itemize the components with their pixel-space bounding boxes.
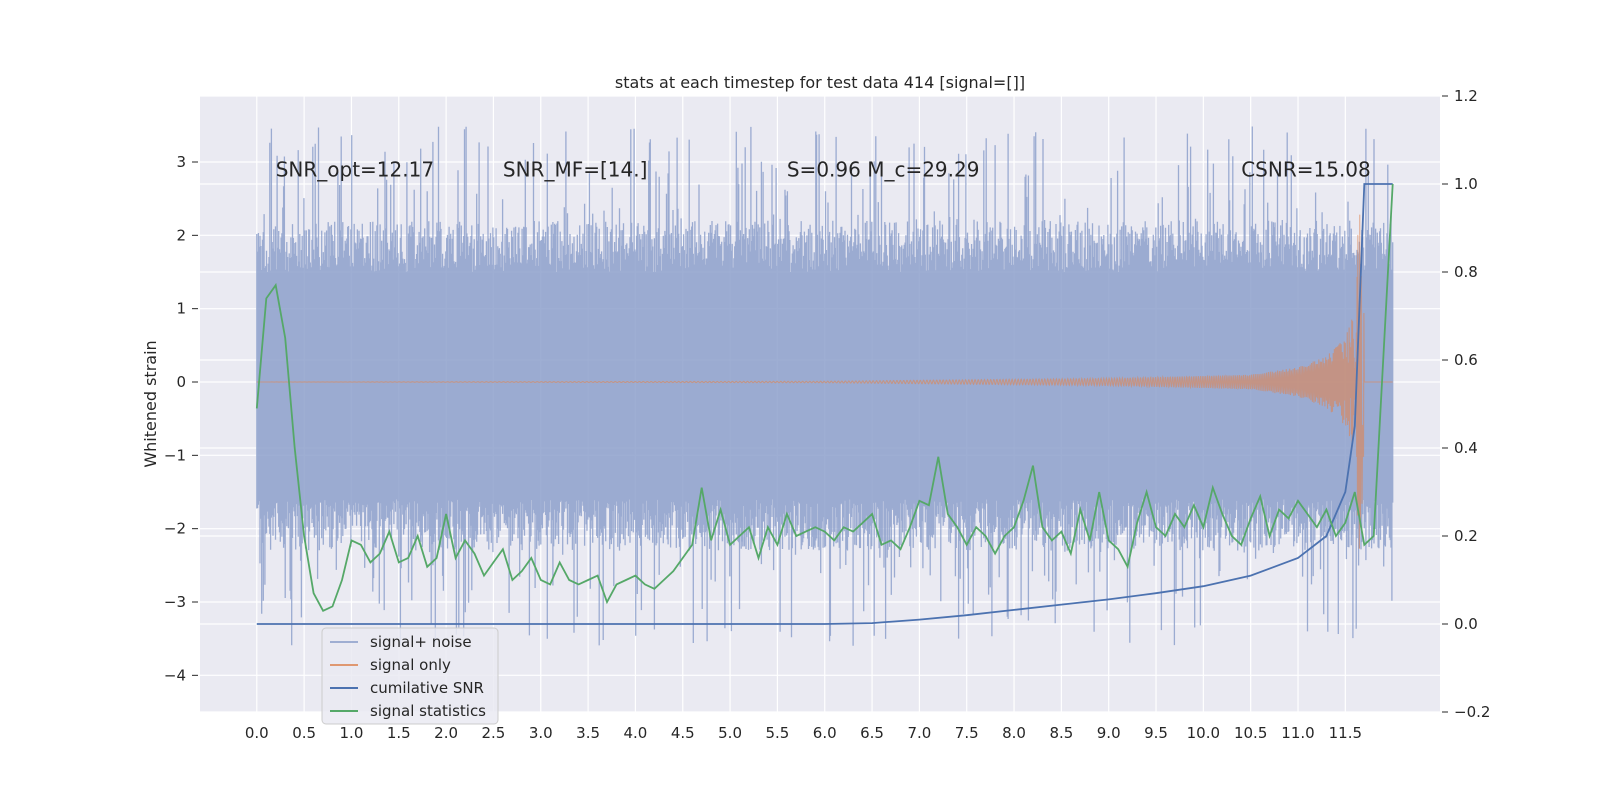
legend-box: [321, 627, 499, 725]
x-tick-label: 3.0: [529, 724, 553, 742]
y2-tick-label: 0.6: [1454, 351, 1478, 369]
x-tick-label: 9.0: [1097, 724, 1121, 742]
stat-annotation: SNR_MF=[14.]: [503, 158, 647, 182]
y-tick-label: −1: [164, 446, 186, 464]
x-tick-label: 7.0: [907, 724, 931, 742]
x-tick-label: 4.0: [623, 724, 647, 742]
y-tick-label: −3: [164, 593, 186, 611]
x-tick-label: 10.0: [1187, 724, 1220, 742]
series-layer: [255, 126, 1394, 646]
y2-tick-label: −0.2: [1454, 703, 1490, 721]
y-tick-label: 0: [176, 373, 186, 391]
annotations: SNR_opt=12.17 SNR_MF=[14.] S=0.96 M_c=29.2…: [276, 158, 1371, 182]
y2-tick-label: 0.0: [1454, 615, 1478, 633]
stat-annotation: S=0.96 M_c=29.29: [787, 158, 980, 182]
x-tick-label: 3.5: [576, 724, 600, 742]
x-tick-label: 0.0: [245, 724, 269, 742]
y2-tick-label: 0.8: [1454, 263, 1478, 281]
legend-label: signal only: [370, 656, 451, 674]
legend: signal+ noise signal only cumilative SNR si…: [321, 627, 499, 725]
legend-label: cumilative SNR: [370, 679, 484, 697]
x-tick-label: 8.0: [1002, 724, 1026, 742]
x-tick-label: 9.5: [1144, 724, 1168, 742]
legend-label: signal statistics: [370, 702, 486, 720]
x-tick-label: 7.5: [955, 724, 979, 742]
x-tick-label: 2.5: [482, 724, 506, 742]
y2-tick-label: 0.4: [1454, 439, 1478, 457]
y-tick-label: 1: [176, 300, 186, 318]
x-tick-label: 8.5: [1049, 724, 1073, 742]
x-tick-label: 10.5: [1234, 724, 1267, 742]
x-tick-label: 5.5: [765, 724, 789, 742]
x-tick-label: 11.5: [1329, 724, 1362, 742]
y2-tick-label: 0.2: [1454, 527, 1478, 545]
x-tick-label: 11.0: [1281, 724, 1314, 742]
stat-annotation: SNR_opt=12.17: [276, 158, 434, 182]
x-tick-label: 0.5: [292, 724, 316, 742]
y2-tick-label: 1.0: [1454, 175, 1478, 193]
x-tick-label: 2.0: [434, 724, 458, 742]
y-tick-label: 2: [176, 226, 186, 244]
x-tick-label: 5.0: [718, 724, 742, 742]
x-tick-label: 1.5: [387, 724, 411, 742]
y-axis-label: Whitened strain: [141, 340, 160, 467]
y-tick-label: −4: [164, 666, 186, 684]
y-tick-label: 3: [176, 153, 186, 171]
y2-tick-label: 1.2: [1454, 87, 1478, 105]
y-tick-label: −2: [164, 520, 186, 538]
legend-label: signal+ noise: [370, 633, 472, 651]
chart-title: stats at each timestep for test data 414…: [615, 73, 1025, 92]
signal-only-series: [256, 214, 1393, 549]
signal-statistics-series: [255, 183, 1394, 612]
x-tick-label: 6.0: [813, 724, 837, 742]
signal-noise-series: [256, 126, 1394, 646]
x-tick-label: 1.0: [340, 724, 364, 742]
x-tick-label: 4.5: [671, 724, 695, 742]
x-tick-label: 6.5: [860, 724, 884, 742]
axes: 0.0 0.5 1.0 1.5 2.0 2.5 3.0 3.5 4.0 4.5 5.0 5.5 6.0 6…: [164, 87, 1491, 742]
cumulative-snr-series: [256, 183, 1393, 625]
stat-annotation: CSNR=15.08: [1241, 158, 1371, 182]
